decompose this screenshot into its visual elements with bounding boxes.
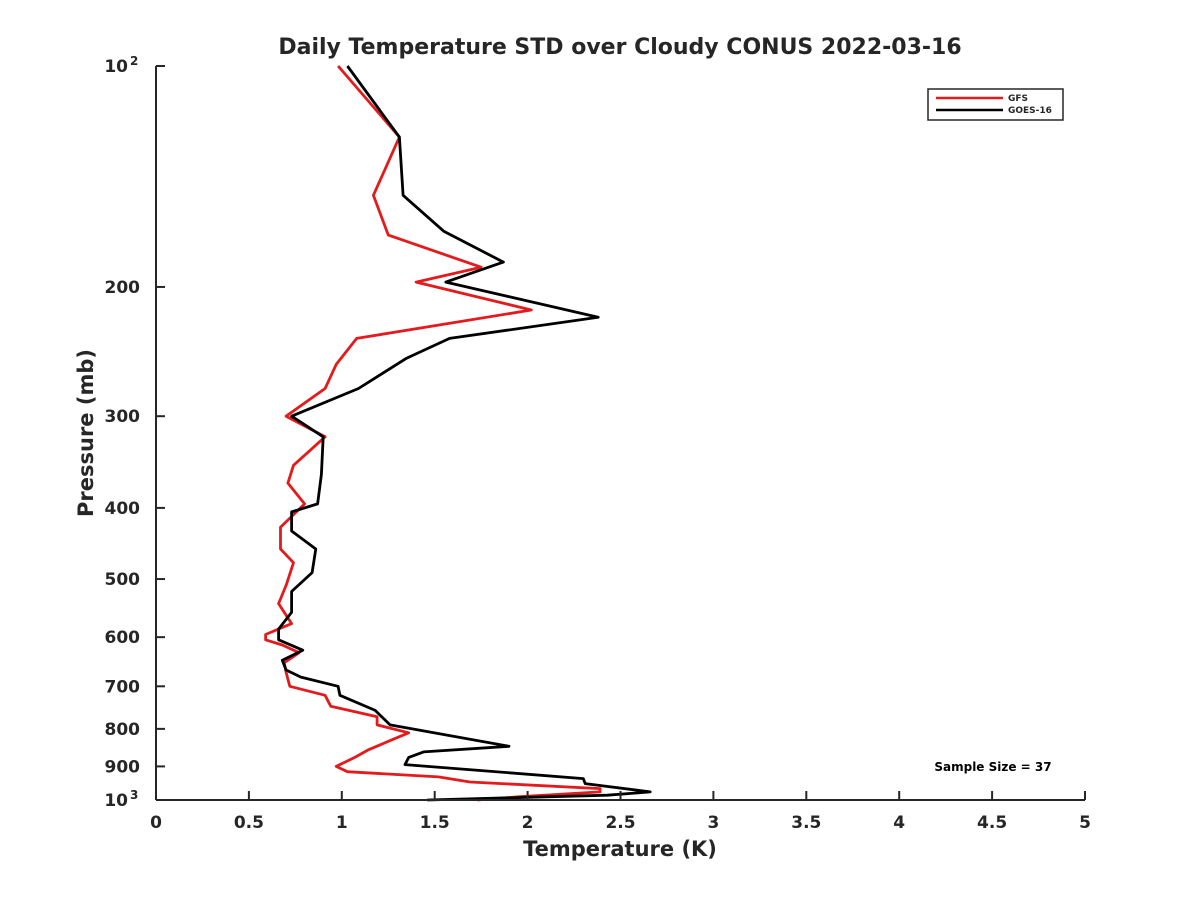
x-tick-label: 1.5 xyxy=(420,813,450,833)
legend-label-gfs: GFS xyxy=(1008,94,1028,104)
x-tick-label: 2 xyxy=(522,813,534,833)
chart-title: Daily Temperature STD over Cloudy CONUS … xyxy=(278,35,961,60)
x-tick-label: 1 xyxy=(336,813,348,833)
x-tick-label: 3 xyxy=(707,813,719,833)
y-axis-label: Pressure (mb) xyxy=(74,349,98,517)
x-tick-label: 4 xyxy=(893,813,905,833)
series-line-gfs xyxy=(264,65,602,802)
y-tick-label: 900 xyxy=(105,757,141,777)
y-tick-label: 400 xyxy=(105,499,141,519)
legend: GFS GOES-16 xyxy=(927,88,1064,121)
y-tick-label: 500 xyxy=(105,570,141,590)
plot-series-group xyxy=(264,65,652,802)
x-tick-label: 4.5 xyxy=(977,813,1007,833)
legend-box xyxy=(927,88,1064,121)
y-tick-label-exponent: 3 xyxy=(130,788,138,802)
y-tick-label-exponent: 2 xyxy=(130,54,138,68)
x-tick-label: 2.5 xyxy=(605,813,635,833)
x-axis-label: Temperature (K) xyxy=(523,837,717,861)
y-tick-label: 600 xyxy=(105,628,141,648)
plot-axes xyxy=(155,66,1085,801)
y-tick-label: 700 xyxy=(105,677,141,697)
sample-size-annotation: Sample Size = 37 xyxy=(934,760,1051,774)
series-line-goes-16 xyxy=(277,65,652,802)
y-tick-label: 800 xyxy=(105,720,141,740)
y-tick-label: 200 xyxy=(105,278,141,298)
x-tick-label: 5 xyxy=(1079,813,1091,833)
x-tick-label: 0.5 xyxy=(234,813,264,833)
x-tick-label: 0 xyxy=(150,813,162,833)
y-tick-label: 300 xyxy=(105,407,141,427)
x-tick-label: 3.5 xyxy=(791,813,821,833)
y-tick-label: 10 xyxy=(104,57,128,77)
y-tick-label: 10 xyxy=(104,791,128,811)
legend-label-goes-16: GOES-16 xyxy=(1008,106,1052,116)
x-axis-ticks: 0 0.5 1 1.5 2 2.5 3 3.5 4 4.5 5 xyxy=(150,791,1091,833)
